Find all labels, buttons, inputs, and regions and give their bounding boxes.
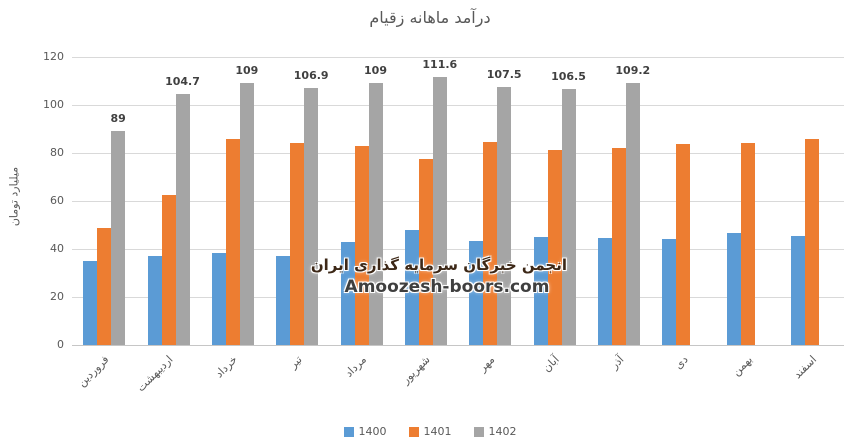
bar-value-label: 109.2 [615, 63, 651, 77]
bar-1400 [662, 239, 677, 345]
bar-value-label: 109 [364, 64, 387, 78]
bar-1402 [304, 88, 319, 345]
watermark-line2: Amoozesh-boors.com [344, 277, 550, 297]
x-axis-category-label: آذر [607, 353, 626, 372]
legend-item-1401: 1401 [408, 425, 452, 438]
bar-1400 [726, 233, 741, 345]
bar-1400 [469, 240, 484, 345]
bar-1401 [418, 159, 433, 345]
bar-1400 [211, 252, 226, 345]
y-tick-label: 120 [43, 50, 64, 63]
bar-value-label: 106.9 [293, 69, 329, 83]
gridline [72, 297, 844, 298]
bar-1402 [368, 83, 383, 345]
gridline [72, 57, 844, 58]
bar-1401 [740, 142, 755, 345]
legend-label-1400: 1400 [358, 425, 387, 438]
bar-1401 [225, 138, 240, 345]
x-axis-category-label: تیر [286, 353, 305, 371]
gridline [72, 201, 844, 202]
y-tick-label: 60 [50, 194, 64, 207]
chart-title: درآمد ماهانه زقیام [369, 8, 491, 27]
bar-1400 [340, 241, 355, 345]
bar-1401 [483, 141, 498, 345]
x-axis-category-label: مرداد [341, 353, 369, 380]
bar-1400 [147, 256, 162, 345]
bar-1402 [625, 82, 640, 345]
y-axis-title: میلیارد تومان [7, 166, 21, 227]
legend-swatch-1400 [343, 427, 354, 437]
x-axis-category-label: اسفند [790, 353, 819, 382]
x-axis-line [72, 345, 844, 346]
x-axis-category-label: بهمن [729, 353, 755, 379]
x-axis-category-label: آبان [540, 353, 562, 375]
legend-item-1400: 1400 [343, 425, 387, 438]
bar-1400 [404, 229, 419, 345]
bar-1400 [276, 256, 291, 345]
bar-1402 [239, 83, 254, 345]
legend-swatch-1402 [473, 427, 484, 437]
x-axis-category-label: مهر [476, 353, 498, 375]
bar-1400 [597, 238, 612, 345]
bar-value-label: 89 [110, 112, 126, 126]
y-tick-label: 0 [57, 338, 64, 351]
bar-1402 [111, 131, 126, 345]
x-axis-category-label: فروردین [75, 353, 112, 390]
x-axis-category-label: خرداد [212, 353, 240, 381]
x-axis-category-label: دی [671, 353, 691, 372]
bar-1402 [432, 77, 447, 345]
gridline [72, 249, 844, 250]
y-tick-label: 80 [50, 146, 64, 159]
bar-1400 [533, 237, 548, 345]
bar-1401 [804, 138, 819, 345]
legend: 1400 1401 1402 [0, 426, 860, 438]
legend-label-1401: 1401 [423, 425, 452, 438]
bar-1401 [611, 148, 626, 345]
gridline [72, 105, 844, 106]
x-axis-category-label: شهریور [399, 353, 433, 387]
bar-1401 [290, 142, 305, 345]
legend-swatch-1401 [408, 427, 419, 437]
y-tick-label: 40 [50, 242, 64, 255]
legend-label-1402: 1402 [488, 425, 517, 438]
bar-1400 [790, 235, 805, 345]
bar-value-label: 109 [235, 64, 259, 78]
bar-value-label: 106.5 [551, 70, 586, 84]
bar-1400 [83, 261, 98, 345]
watermark-line1: انجمن خبرگان سرمایه گذاری ایران [310, 256, 567, 274]
bar-1402 [175, 93, 190, 345]
bar-value-label: 107.5 [486, 68, 522, 81]
gridline [72, 153, 844, 154]
bar-1402 [561, 89, 576, 345]
bar-1401 [676, 143, 691, 345]
bar-value-label: 104.7 [165, 74, 200, 88]
bar-1401 [354, 145, 369, 345]
legend-item-1402: 1402 [473, 425, 517, 438]
bar-value-label: 111.6 [422, 58, 458, 72]
bar-1401 [161, 195, 176, 345]
watermark: انجمن خبرگان سرمایه گذاری ایران Amoozesh… [310, 256, 567, 297]
bar-1401 [97, 227, 112, 345]
bar-1402 [497, 87, 512, 345]
y-tick-label: 20 [50, 290, 64, 303]
bar-1401 [547, 149, 562, 345]
x-axis-category-label: اردیبهشت [134, 353, 176, 395]
y-tick-label: 100 [43, 98, 64, 111]
